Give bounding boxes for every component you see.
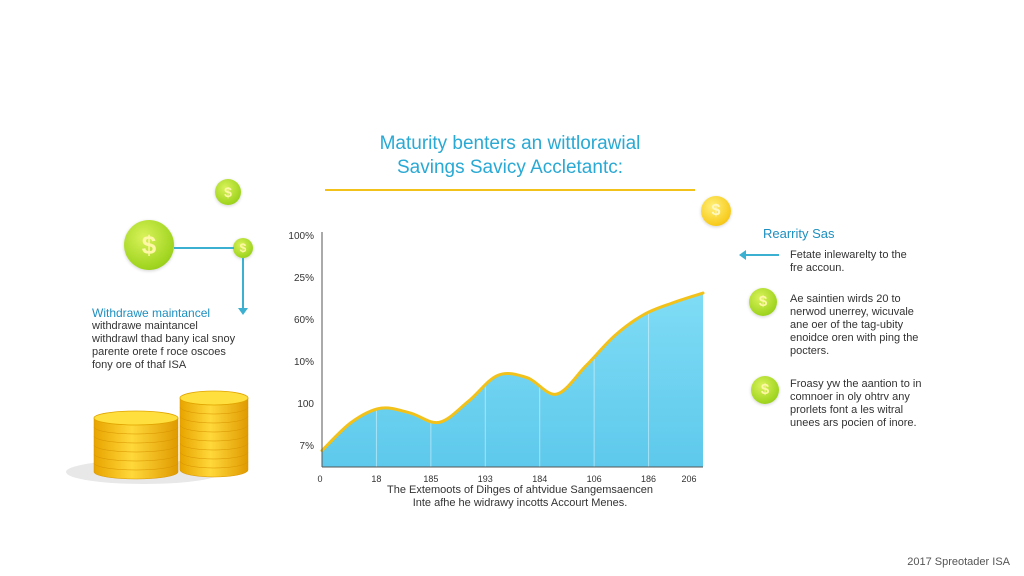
left-heading: Withdrawe maintancel — [92, 306, 211, 320]
right-heading: Rearrity Sas — [763, 226, 835, 241]
coin-top — [179, 390, 249, 406]
dollar-icon-glyph: $ — [141, 230, 157, 260]
connector-line — [745, 254, 779, 256]
chart-title: Maturity benters an wittlorawial — [379, 133, 641, 154]
coin-stacks-illustration — [66, 390, 249, 484]
y-tick-label: 100 — [297, 399, 314, 410]
x-tick-label: 0 — [317, 474, 322, 484]
x-tick-label: 106 — [587, 474, 602, 484]
dollar-icon: $ — [124, 220, 174, 270]
x-tick-label: 193 — [478, 474, 493, 484]
dollar-icon: $ — [701, 196, 731, 226]
dollar-icon-glyph: $ — [224, 184, 232, 200]
y-tick-label: 25% — [294, 273, 314, 284]
x-tick-label: 185 — [423, 474, 438, 484]
dollar-icon-glyph: $ — [711, 202, 721, 219]
title-divider — [325, 189, 695, 191]
arrow-left-icon — [739, 250, 746, 260]
right-item-1: Ae saintien wirds 20 to nerwod unerrey, … — [790, 293, 919, 357]
area-chart: 7% 100 10% 60% 25% 100% 0 18 185 193 184 106 186 206 — [288, 231, 705, 484]
dollar-icon: $ — [749, 288, 777, 316]
dollar-icon-glyph: $ — [760, 381, 770, 398]
dollar-icon: $ — [751, 376, 779, 404]
y-tick-label: 100% — [288, 231, 314, 242]
x-tick-label: 186 — [641, 474, 656, 484]
y-tick-label: 7% — [300, 441, 315, 452]
connector-line — [174, 247, 234, 249]
chart-subtitle: Savings Savicy Accletantc: — [397, 157, 623, 178]
dollar-icon: $ — [233, 238, 253, 258]
arrow-down-icon — [238, 308, 248, 315]
right-intro: Fetate inlewarelty to the fre accoun. — [790, 249, 907, 274]
right-item-2: Froasy yw the aantion to in comnoer in o… — [790, 378, 922, 429]
dollar-icon-glyph: $ — [758, 293, 768, 310]
x-tick-label: 206 — [681, 474, 696, 484]
chart-caption: The Extemoots of Dihges of ahtvidue Sang… — [330, 484, 710, 510]
left-description: withdrawe maintancel withdrawl thad bany… — [92, 320, 236, 371]
series-line — [320, 291, 705, 453]
x-tick-label: 18 — [371, 474, 381, 484]
y-tick-label: 60% — [294, 315, 314, 326]
caption-line-2: Inte afhe he widrawy incotts Accourt Men… — [412, 497, 628, 509]
caption-line-1: The Extemoots of Dihges of ahtvidue Sang… — [387, 484, 653, 496]
dollar-icon: $ — [215, 179, 241, 205]
connector-line — [242, 258, 244, 310]
y-tick-label: 10% — [294, 357, 314, 368]
coin-top — [93, 410, 179, 426]
x-tick-label: 184 — [532, 474, 547, 484]
footer-note: 2017 Spreotader ISA — [907, 556, 1010, 568]
dollar-icon-glyph: $ — [239, 241, 247, 255]
area-fill — [322, 293, 703, 467]
chart-title-block: Maturity benters an wittlorawial Savings… — [310, 132, 710, 180]
